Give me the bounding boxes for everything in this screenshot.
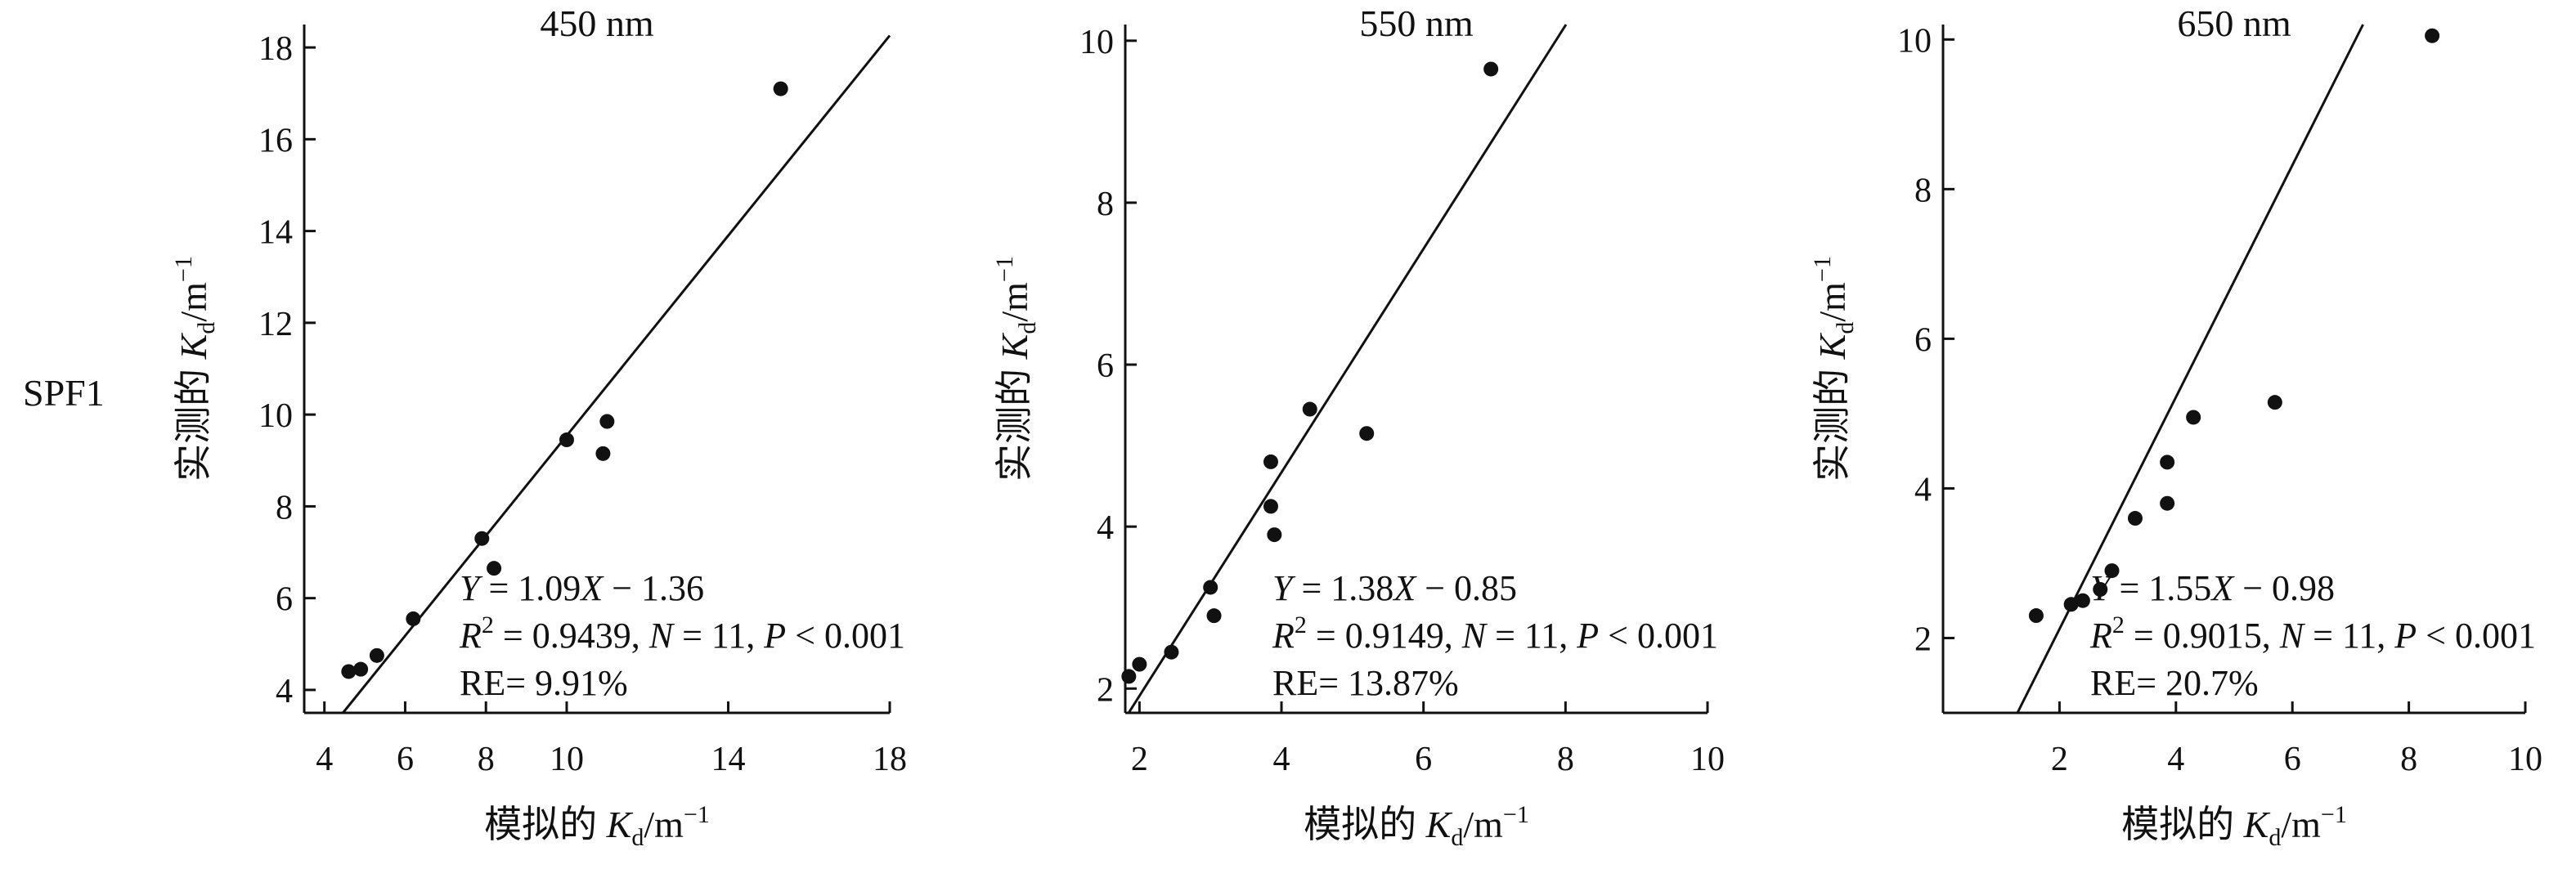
x-tick-label: 10 xyxy=(2508,741,2542,778)
x-tick-label: 8 xyxy=(1557,741,1574,778)
x-tick-label: 10 xyxy=(1690,741,1725,778)
y-tick-label: 8 xyxy=(1914,172,1932,209)
x-tick-label: 6 xyxy=(397,741,414,778)
data-point xyxy=(353,661,369,677)
y-tick-label: 14 xyxy=(258,214,293,252)
regression-equation: Y = 1.55X − 0.98 xyxy=(2090,568,2335,608)
y-tick-label: 10 xyxy=(258,397,293,435)
data-point xyxy=(1263,454,1278,469)
data-point xyxy=(2063,597,2079,612)
data-point xyxy=(369,647,384,663)
x-tick-label: 4 xyxy=(316,741,333,778)
relative-error: RE= 9.91% xyxy=(460,663,628,703)
x-tick-label: 6 xyxy=(2284,741,2301,778)
chart-title: 450 nm xyxy=(540,2,654,44)
data-point xyxy=(595,446,611,461)
data-point xyxy=(406,611,421,626)
y-tick-label: 6 xyxy=(276,581,293,619)
data-point xyxy=(2425,28,2440,43)
data-point xyxy=(2104,563,2120,579)
x-tick-label: 4 xyxy=(1273,741,1290,778)
data-point xyxy=(2267,395,2282,410)
y-tick-label: 4 xyxy=(1097,509,1114,547)
y-tick-label: 2 xyxy=(1914,620,1932,658)
y-tick-label: 10 xyxy=(1897,22,1932,60)
y-tick-label: 6 xyxy=(1914,321,1932,359)
y-tick-label: 18 xyxy=(258,30,293,68)
chart-title: 650 nm xyxy=(2177,2,2291,44)
data-point xyxy=(1302,401,1317,417)
y-tick-label: 4 xyxy=(1914,471,1932,508)
x-tick-label: 2 xyxy=(2051,741,2068,778)
data-point xyxy=(341,664,357,679)
x-tick-label: 6 xyxy=(1415,741,1432,778)
data-point xyxy=(2075,593,2090,608)
data-point xyxy=(773,81,788,96)
regression-stats: R2 = 0.9439, N = 11, P < 0.001 xyxy=(459,611,905,656)
x-axis-label: 模拟的 Kd/m−1 xyxy=(2121,801,2347,851)
y-tick-label: 12 xyxy=(258,306,293,343)
data-point xyxy=(2186,410,2201,425)
y-tick-label: 8 xyxy=(276,489,293,526)
relative-error: RE= 13.87% xyxy=(1272,663,1459,703)
y-tick-label: 16 xyxy=(258,122,293,159)
x-axis-label: 模拟的 Kd/m−1 xyxy=(1304,801,1529,851)
chart-panel-3: 650 nm 2 4 6 8 10 2 4 6 8 10 模拟的 Kd/m−1 实测的 Kd/m−1 Y … xyxy=(1809,2,2542,851)
data-point xyxy=(2127,511,2143,526)
data-point xyxy=(487,561,502,576)
row-label: SPF1 xyxy=(23,372,105,414)
data-point xyxy=(1206,608,1222,624)
y-tick-label: 8 xyxy=(1097,186,1114,223)
regression-equation: Y = 1.09X − 1.36 xyxy=(460,568,704,608)
data-point xyxy=(1203,580,1218,595)
y-tick-label: 4 xyxy=(276,673,293,710)
data-point xyxy=(1263,499,1278,514)
y-tick-label: 6 xyxy=(1097,347,1114,385)
x-tick-label: 8 xyxy=(478,741,495,778)
regression-stats: R2 = 0.9149, N = 11, P < 0.001 xyxy=(1272,611,1718,656)
chart-title: 550 nm xyxy=(1359,2,1474,44)
data-point xyxy=(1359,426,1375,441)
y-axis-label: 实测的 Kd/m−1 xyxy=(991,256,1041,482)
x-tick-label: 8 xyxy=(2400,741,2417,778)
data-point xyxy=(599,414,615,429)
y-tick-label: 10 xyxy=(1079,24,1114,61)
data-point xyxy=(2160,495,2175,511)
chart-panel-1: 450 nm 4 6 8 10 14 18 4 6 8 10 12 14 16 18 模拟的 Kd/m−1 实测… xyxy=(170,2,907,851)
data-point xyxy=(2093,581,2108,597)
data-point xyxy=(1164,644,1179,660)
x-tick-label: 4 xyxy=(2167,741,2184,778)
data-point xyxy=(559,432,574,448)
y-axis-label: 实测的 Kd/m−1 xyxy=(1809,256,1859,482)
x-tick-label: 10 xyxy=(550,741,584,778)
data-point xyxy=(2028,608,2044,624)
fit-line xyxy=(342,34,891,714)
fit-line xyxy=(1127,24,1568,714)
regression-stats: R2 = 0.9015, N = 11, P < 0.001 xyxy=(2089,611,2536,656)
x-tick-label: 18 xyxy=(873,741,907,778)
chart-panel-2: 550 nm 2 4 6 8 10 2 4 6 8 10 模拟的 Kd/m−1 实测的 Kd/m−1 Y … xyxy=(991,2,1725,851)
data-point xyxy=(474,531,490,546)
data-point xyxy=(1483,61,1499,77)
data-point xyxy=(1121,669,1137,684)
data-point xyxy=(2160,455,2175,470)
x-tick-label: 2 xyxy=(1131,741,1148,778)
x-tick-label: 14 xyxy=(711,741,745,778)
data-point xyxy=(1267,527,1282,543)
relative-error: RE= 20.7% xyxy=(2090,663,2259,703)
y-axis-label: 实测的 Kd/m−1 xyxy=(170,256,220,482)
y-tick-label: 2 xyxy=(1097,671,1114,709)
x-axis-label: 模拟的 Kd/m−1 xyxy=(484,801,710,851)
regression-equation: Y = 1.38X − 0.85 xyxy=(1272,568,1517,608)
data-point xyxy=(1132,656,1147,672)
